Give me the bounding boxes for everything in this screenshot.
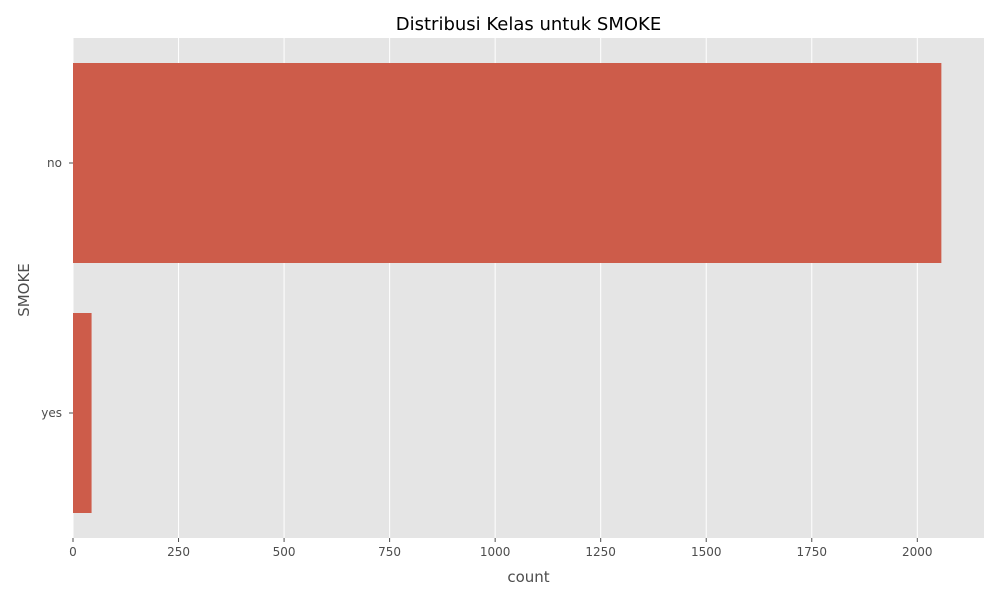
x-axis-label: count [507,568,549,586]
y-tick-label-yes: yes [41,406,62,420]
x-tick-label: 1000 [480,545,511,559]
x-tick-label: 250 [167,545,190,559]
chart-title: Distribusi Kelas untuk SMOKE [396,14,661,35]
x-tick-label: 2000 [902,545,933,559]
x-tick-label: 0 [69,545,77,559]
x-tick-label: 1250 [585,545,616,559]
x-tick-label: 500 [273,545,296,559]
bar-no [73,63,942,263]
x-axis-ticks: 0 250 500 750 1000 1250 1500 1750 2000 [69,538,933,559]
y-axis-label: SMOKE [15,263,33,317]
y-axis-ticks: no yes [41,156,73,420]
x-tick-label: 1500 [691,545,722,559]
x-tick-label: 750 [378,545,401,559]
bar-yes [73,313,92,513]
bars [73,63,942,513]
y-tick-label-no: no [47,156,62,170]
x-tick-label: 1750 [796,545,827,559]
